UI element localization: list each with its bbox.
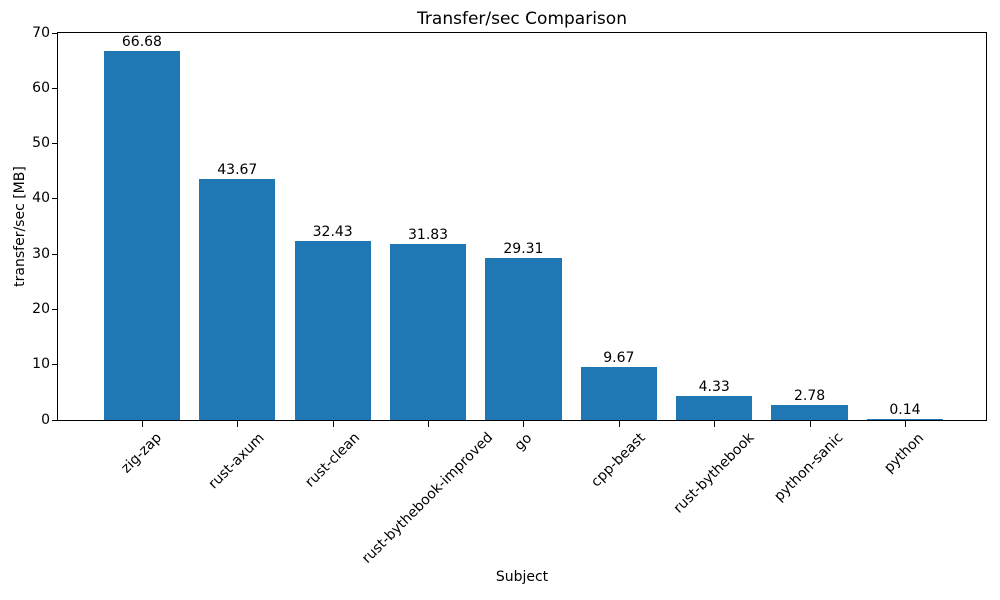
bar-value-label: 9.67 xyxy=(603,349,635,366)
y-tick-label: 40 xyxy=(32,190,50,207)
x-tick-mark xyxy=(714,421,716,427)
y-tick-mark xyxy=(52,198,58,200)
y-tick-label: 60 xyxy=(32,79,50,96)
x-tick-mark xyxy=(141,421,143,427)
y-tick-mark xyxy=(52,308,58,310)
x-tick-mark xyxy=(332,421,334,427)
bar-cpp-beast xyxy=(580,366,657,420)
y-tick-mark xyxy=(52,419,58,421)
y-axis-label: transfer/sec [MB] xyxy=(12,166,29,287)
bar-go xyxy=(485,257,562,420)
x-tick-label: python-sanic xyxy=(771,429,847,506)
bar-value-label: 2.78 xyxy=(793,387,826,404)
bar-value-label: 32.43 xyxy=(312,223,353,240)
bar-value-label: 0.14 xyxy=(889,402,921,419)
x-tick-label: rust-clean xyxy=(301,429,363,491)
y-tick-label: 30 xyxy=(32,245,50,262)
y-tick-mark xyxy=(52,143,58,145)
x-tick-mark xyxy=(237,421,239,427)
bar-rust-bythebook xyxy=(676,396,753,420)
bar-rust-bythebook-improved xyxy=(389,244,467,420)
x-tick-label: python xyxy=(881,429,928,476)
x-tick-mark xyxy=(428,421,430,427)
x-tick-label: zig-zap xyxy=(118,429,165,477)
x-tick-mark xyxy=(809,421,811,427)
bar-value-label: 43.67 xyxy=(217,161,258,178)
x-axis-label: Subject xyxy=(495,569,549,585)
y-tick-mark xyxy=(52,32,58,34)
bar-value-label: 29.31 xyxy=(503,240,544,257)
y-tick-label: 0 xyxy=(41,411,50,428)
bar-python xyxy=(866,419,944,420)
x-tick-label: rust-bythebook-improved xyxy=(359,429,497,568)
bar-value-label: 31.83 xyxy=(408,227,449,244)
y-tick-label: 50 xyxy=(32,135,50,152)
plot-area: 66.68 43.67 32.43 31.83 29.31 9.67 4.33 2.78 0.1… xyxy=(57,32,987,421)
chart-title: Transfer/sec Comparison xyxy=(417,9,627,29)
x-tick-label: rust-bythebook xyxy=(670,429,758,517)
x-tick-mark xyxy=(523,421,525,427)
y-tick-label: 10 xyxy=(32,356,50,373)
x-tick-label: rust-axum xyxy=(205,429,269,493)
x-tick-mark xyxy=(618,421,620,427)
bar-python-sanic xyxy=(771,404,848,420)
y-tick-mark xyxy=(52,253,58,255)
bar-value-label: 66.68 xyxy=(121,34,162,51)
bar-rust-clean xyxy=(294,240,371,420)
x-tick-mark xyxy=(904,421,906,427)
bar-zig-zap xyxy=(103,51,181,420)
y-tick-label: 70 xyxy=(32,24,50,41)
bar-rust-axum xyxy=(199,178,276,420)
y-tick-mark xyxy=(52,364,58,366)
x-tick-label: cpp-beast xyxy=(588,429,649,491)
y-tick-mark xyxy=(52,87,58,89)
y-tick-label: 20 xyxy=(32,300,50,317)
bar-value-label: 4.33 xyxy=(698,379,730,396)
x-tick-label: go xyxy=(511,429,535,454)
